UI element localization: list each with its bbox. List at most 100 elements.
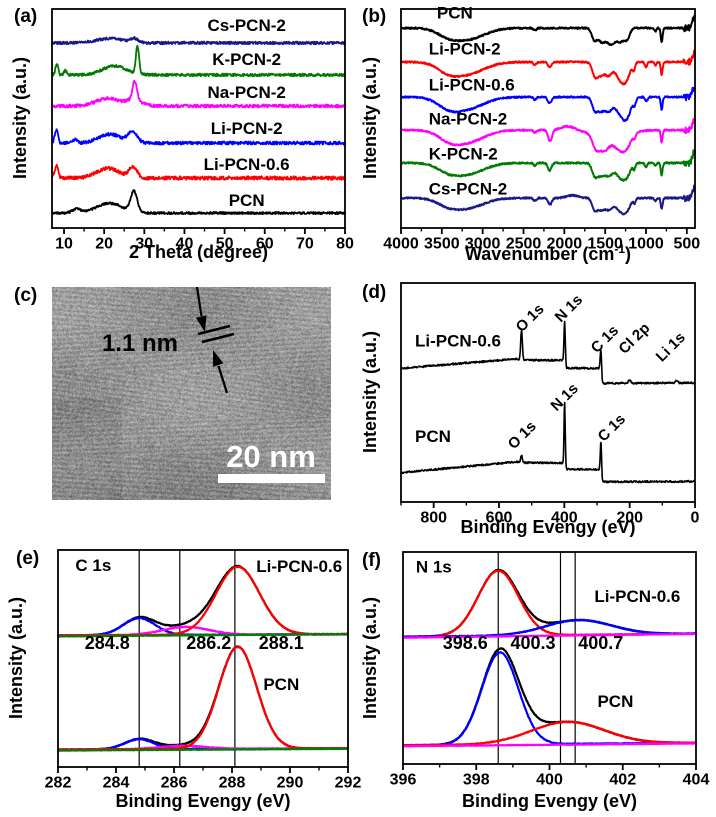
a-curve-li-pcn-0.6 (51, 163, 346, 181)
x-tick-label: 292 (335, 774, 362, 791)
xaxis-title-b: Wavenumber (cm-1) (401, 242, 695, 265)
plot-label: 288.1 (259, 633, 304, 653)
f-curve-li-pcn-0.6-background (402, 632, 697, 639)
plot-label: 398.6 (443, 633, 488, 653)
x-tick-label: 50 (216, 235, 234, 252)
x-tick-label: 1500 (587, 235, 623, 252)
a-curve-li-pcn-2 (51, 128, 346, 146)
plot-label: O 1s (513, 301, 548, 336)
yaxis-title-a: Intensity (a.u.) (10, 57, 30, 180)
axis-frame (400, 8, 696, 229)
x-tick-label: 1000 (628, 235, 664, 252)
plot-label: PCN (437, 4, 473, 23)
x-tick-label: 500 (673, 235, 700, 252)
yaxis-title-b: Intensity (a.u.) (360, 57, 380, 180)
xaxis-title-e: Binding Evengy (eV) (115, 791, 291, 811)
x-tick-label: 4000 (383, 235, 419, 252)
x-tick-label: 20 (95, 235, 113, 252)
x-tick-label: 80 (336, 235, 354, 252)
plot-label: O 1s (505, 418, 540, 453)
x-tick-label: 40 (176, 235, 194, 252)
spacing-label: 1.1 nm (102, 330, 178, 357)
a-curve-k-pcn-2 (51, 44, 346, 78)
b-curve-li-pcn-2 (400, 49, 696, 86)
spacing-arrow-down-shaft (195, 287, 203, 317)
yaxis-title-d: Intensity (a.u.) (360, 331, 380, 454)
x-tick-label: 282 (45, 774, 72, 791)
xaxis-title-b-end: ) (625, 244, 632, 264)
panel-label-f: (f) (362, 550, 381, 571)
e-curve-li-pcn-0.6-background (57, 632, 349, 638)
panel-label-a: (a) (14, 6, 38, 27)
f-curve-pcn-background (402, 742, 697, 748)
plot-label: N 1s (416, 557, 452, 576)
plot-label: Cs-PCN-2 (429, 179, 507, 198)
plot-label: 400.3 (510, 633, 555, 653)
b-curve-pcn (400, 14, 696, 47)
plot-label: PCN (597, 692, 633, 711)
plot-label: Cs-PCN-2 (207, 16, 285, 35)
xaxis-title-f: Binding Evengy (eV) (461, 791, 638, 811)
x-tick-label: 600 (486, 509, 513, 526)
tem-micrograph: 1.1 nm 20 nm (52, 287, 331, 500)
x-tick-label: 3000 (465, 235, 501, 252)
b-curve-cs-pcn-2 (400, 184, 696, 216)
x-tick-label: 0 (691, 509, 700, 526)
x-tick-label: 3500 (424, 235, 460, 252)
plot-label: Li-PCN-2 (429, 39, 501, 58)
a-curve-cs-pcn-2 (51, 36, 346, 46)
x-tick-label: 288 (219, 774, 246, 791)
plot-label: N 1s (552, 291, 586, 325)
spacing-arrow-up-shaft (217, 365, 229, 394)
f-curve-pcn-envelope (402, 647, 697, 747)
yaxis-title-f: Intensity (a.u.) (360, 597, 380, 720)
x-tick-label: 396 (390, 771, 417, 788)
plot-label: Li-PCN-0.6 (204, 155, 290, 174)
tem-image (52, 287, 331, 500)
plot-label: PCN (263, 675, 299, 694)
plot-label: K-PCN-2 (212, 50, 281, 69)
x-tick-label: 284 (103, 774, 130, 791)
b-curve-na-pcn-2 (400, 117, 696, 154)
x-tick-label: 30 (135, 235, 153, 252)
panel-label-b: (b) (362, 6, 387, 27)
panel-a-plot: 10 20 30 40 50 60 70 80 Cs-PCN-2 K-PCN-2 Na-PCN-2 L… (51, 8, 354, 252)
panel-f-plot: 396 398 400 402 404 N 1s Li-PCN-0.6 398.6 400.3 4… (390, 551, 710, 788)
b-curve-k-pcn-2 (400, 149, 696, 182)
e-curve-pcn-background (57, 747, 349, 752)
x-tick-label: 10 (55, 235, 73, 252)
spacing-arrow-up-head (213, 350, 224, 367)
plot-label: C 1s (588, 322, 622, 356)
xaxis-title-b-base: Wavenumber (cm (464, 244, 615, 264)
a-curve-na-pcn-2 (51, 79, 346, 109)
plot-label: PCN (229, 191, 265, 210)
axis-frame (400, 282, 696, 503)
plot-label: Li-PCN-0.6 (429, 76, 515, 95)
x-tick-label: 290 (277, 774, 304, 791)
e-curve-pcn-envelope (57, 645, 349, 752)
plot-label: 284.8 (85, 633, 130, 653)
x-tick-label: 200 (616, 509, 643, 526)
x-tick-label: 398 (463, 771, 490, 788)
panel-label-c: (c) (14, 285, 38, 306)
x-tick-label: 2500 (506, 235, 542, 252)
axis-frame (51, 8, 346, 229)
tem-annotations: 1.1 nm 20 nm (102, 287, 325, 483)
scale-bar-label: 20 nm (226, 439, 316, 474)
plot-label: C 1s (595, 411, 629, 445)
f-curve-pcn-398.6 (402, 651, 697, 747)
x-tick-label: 404 (683, 771, 710, 788)
x-tick-label: 402 (609, 771, 636, 788)
plot-label: Li-PCN-2 (211, 119, 283, 138)
plot-label: C 1s (75, 556, 111, 575)
plot-label: Li-PCN-0.6 (415, 332, 501, 351)
e-curve-li-pcn-0.6-envelope (57, 564, 349, 637)
b-curve-li-pcn-0.6 (400, 86, 696, 122)
axis-frame (57, 549, 349, 768)
spacing-tick-mark-2 (201, 332, 235, 344)
plot-label: PCN (415, 427, 451, 446)
plot-label: 400.7 (578, 633, 623, 653)
